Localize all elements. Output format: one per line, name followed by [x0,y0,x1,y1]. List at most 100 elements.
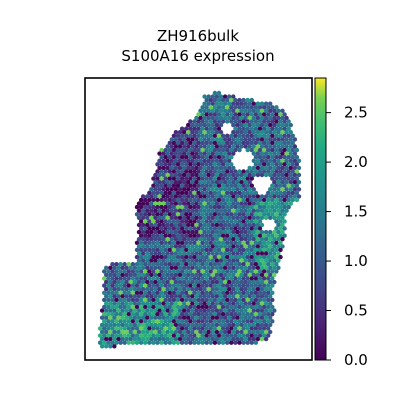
expression-spot [138,247,144,253]
expression-spot [112,315,117,320]
expression-spot [198,165,203,171]
expression-spot [276,215,281,220]
expression-spot [233,112,238,117]
expression-spot [177,237,183,242]
expression-spot [138,276,144,281]
expression-spot [202,158,207,163]
expression-spot [204,112,209,117]
expression-spot [261,326,267,331]
expression-spot [145,194,150,199]
expression-spot [280,215,285,220]
expression-spot [169,294,174,299]
expression-spot [110,319,115,324]
expression-spot [198,215,203,220]
expression-spot [134,340,140,345]
expression-spot [177,222,183,228]
expression-spot [292,194,298,199]
expression-spot [204,226,209,231]
expression-spot [136,336,142,342]
expression-spot [239,130,244,135]
expression-spot [157,201,162,206]
expression-spot [286,155,291,160]
expression-spot [272,201,277,206]
expression-spot [108,315,113,320]
expression-spot [181,201,187,206]
expression-spot [227,301,232,306]
expression-spot [200,212,205,217]
expression-spot [106,304,111,310]
expression-spot [136,222,142,228]
expression-spot [241,204,246,210]
expression-spot [239,101,244,106]
expression-spot [286,162,291,167]
expression-spot [245,276,250,281]
expression-spot [194,215,199,220]
expression-spot [268,322,273,328]
expression-spot [233,119,238,124]
expression-spot [251,329,256,335]
expression-spot [257,140,263,146]
expression-spot [118,297,123,303]
expression-spot [235,272,240,278]
expression-spot [225,147,230,153]
expression-spot [173,329,179,335]
expression-spot [167,155,172,160]
expression-spot [157,180,162,185]
expression-spot [163,176,168,181]
expression-spot [194,308,199,313]
expression-spot [198,201,203,206]
expression-spot [216,162,222,167]
expression-spot [167,147,172,153]
expression-spot [225,105,230,110]
expression-spot [270,147,275,153]
expression-spot [251,172,256,178]
expression-spot [102,340,107,345]
expression-spot [288,137,293,142]
expression-spot [222,244,228,249]
expression-spot [173,251,179,256]
expression-spot [192,155,197,160]
expression-spot [249,97,254,103]
expression-spot [216,169,222,174]
expression-spot [272,251,277,256]
expression-spot [102,312,107,317]
expression-spot [206,108,211,114]
expression-spot [212,226,218,231]
expression-spot [194,301,199,306]
expression-spot [200,190,205,196]
expression-spot [190,222,195,228]
expression-spot [206,165,211,171]
expression-spot [165,187,170,192]
expression-spot [253,112,259,117]
expression-spot [222,222,228,228]
expression-spot [200,312,205,317]
expression-spot [179,297,185,303]
expression-spot [147,297,152,303]
expression-spot [159,147,164,153]
expression-spot [261,290,267,295]
expression-spot [192,169,197,174]
expression-spot [233,269,238,274]
expression-spot [169,272,174,278]
expression-spot [235,315,240,320]
expression-spot [222,251,228,256]
expression-spot [243,208,248,213]
expression-spot [280,115,285,121]
expression-spot [198,108,203,114]
expression-spot [196,162,201,167]
expression-spot [268,215,273,220]
expression-spot [259,294,265,299]
expression-spot [161,336,166,342]
expression-spot [259,122,265,128]
expression-spot [147,312,152,317]
expression-spot [268,172,273,178]
expression-spot [241,283,246,288]
expression-spot [225,226,230,231]
expression-spot [188,162,193,167]
expression-spot [222,272,228,278]
expression-spot [270,183,275,188]
expression-spot [235,122,240,128]
expression-spot [270,312,275,317]
expression-spot [259,158,265,163]
expression-spot [227,229,232,235]
